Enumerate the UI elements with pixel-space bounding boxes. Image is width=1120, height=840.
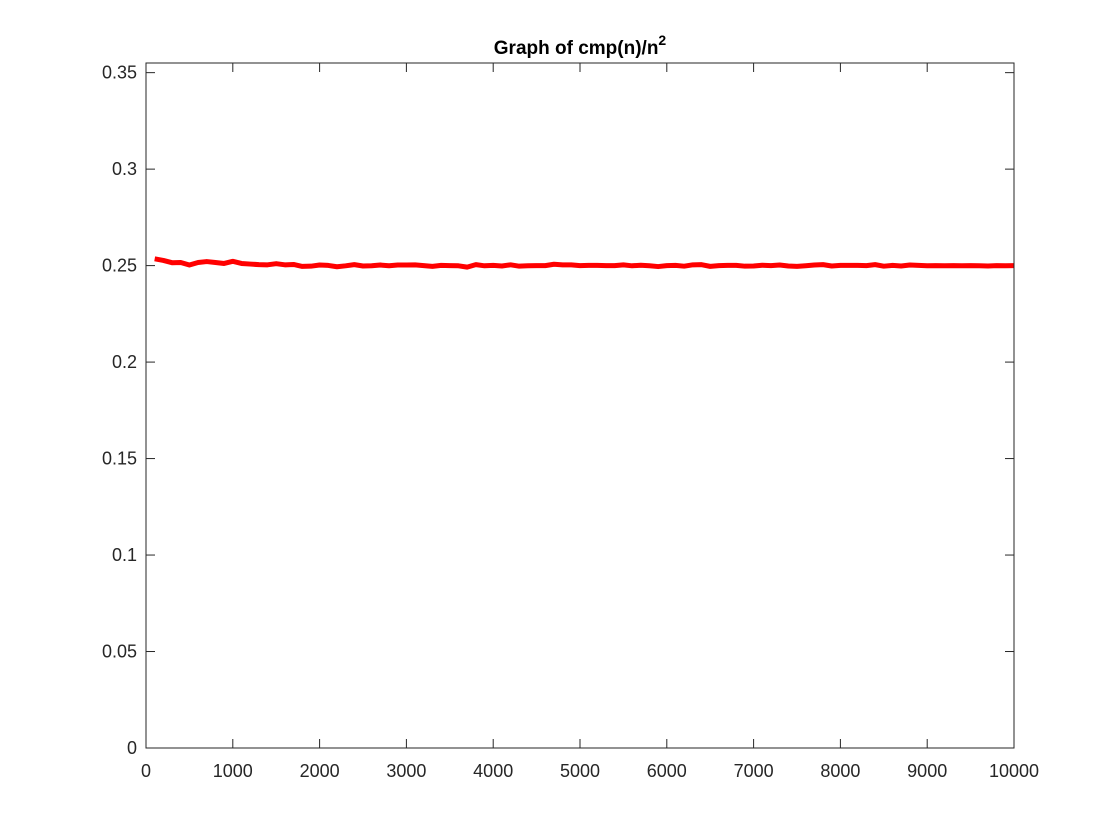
x-tick-label: 10000 <box>989 761 1039 781</box>
y-tick-label: 0 <box>127 738 137 758</box>
x-tick-label: 8000 <box>820 761 860 781</box>
x-tick-label: 3000 <box>386 761 426 781</box>
x-tick-label: 4000 <box>473 761 513 781</box>
chart-title: Graph of cmp(n)/n2 <box>494 32 667 59</box>
chart-title-superscript: 2 <box>658 32 666 48</box>
series-line-0 <box>154 256 1015 270</box>
x-tick-label: 9000 <box>907 761 947 781</box>
x-tick-label: 1000 <box>213 761 253 781</box>
y-tick-label: 0.05 <box>102 642 137 662</box>
x-tick-label: 5000 <box>560 761 600 781</box>
y-tick-label: 0.35 <box>102 63 137 83</box>
y-tick-label: 0.1 <box>112 545 137 565</box>
series-layer <box>154 256 1015 270</box>
x-tick-label: 0 <box>141 761 151 781</box>
y-tick-label: 0.15 <box>102 449 137 469</box>
y-tick-label: 0.3 <box>112 159 137 179</box>
chart-title-main: Graph of cmp(n)/n <box>494 38 659 59</box>
plot-area <box>146 63 1014 748</box>
x-axis: 0 1000 2000 3000 4000 5000 6000 7000 8000 9000 100… <box>141 63 1039 781</box>
axes-box <box>145 62 1015 749</box>
x-tick-label: 2000 <box>300 761 340 781</box>
y-tick-label: 0.2 <box>112 352 137 372</box>
y-axis: 0 0.05 0.1 0.15 0.2 0.25 0.3 0.35 <box>102 63 1014 758</box>
y-tick-label: 0.25 <box>102 256 137 276</box>
x-tick-label: 7000 <box>734 761 774 781</box>
x-tick-label: 6000 <box>647 761 687 781</box>
